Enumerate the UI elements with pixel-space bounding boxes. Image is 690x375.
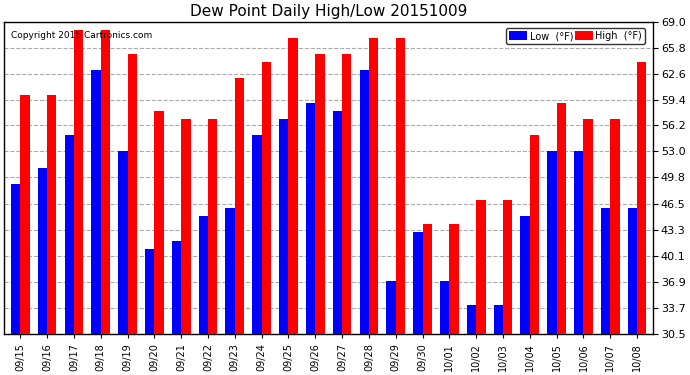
Legend: Low  (°F), High  (°F): Low (°F), High (°F): [506, 28, 645, 44]
Bar: [574, 152, 584, 334]
Bar: [440, 281, 449, 334]
Bar: [637, 62, 647, 334]
Bar: [547, 152, 557, 334]
Bar: [172, 241, 181, 334]
Bar: [145, 249, 155, 334]
Bar: [20, 94, 30, 334]
Bar: [64, 135, 74, 334]
Bar: [386, 281, 396, 334]
Bar: [181, 119, 190, 334]
Bar: [413, 232, 422, 334]
Bar: [288, 38, 298, 334]
Bar: [101, 30, 110, 334]
Bar: [584, 119, 593, 334]
Bar: [11, 184, 20, 334]
Bar: [422, 224, 432, 334]
Bar: [38, 168, 47, 334]
Bar: [493, 305, 503, 334]
Bar: [226, 208, 235, 334]
Title: Dew Point Daily High/Low 20151009: Dew Point Daily High/Low 20151009: [190, 4, 467, 19]
Bar: [208, 119, 217, 334]
Bar: [315, 54, 325, 334]
Bar: [128, 54, 137, 334]
Bar: [253, 135, 262, 334]
Bar: [610, 119, 620, 334]
Bar: [118, 152, 128, 334]
Bar: [557, 103, 566, 334]
Bar: [628, 208, 637, 334]
Bar: [476, 200, 486, 334]
Bar: [503, 200, 513, 334]
Bar: [333, 111, 342, 334]
Bar: [279, 119, 288, 334]
Text: Copyright 2015 Cartronics.com: Copyright 2015 Cartronics.com: [10, 31, 152, 40]
Bar: [520, 216, 530, 334]
Bar: [74, 30, 83, 334]
Bar: [235, 78, 244, 334]
Bar: [91, 70, 101, 334]
Bar: [155, 111, 164, 334]
Bar: [342, 54, 351, 334]
Bar: [369, 38, 378, 334]
Bar: [199, 216, 208, 334]
Bar: [601, 208, 610, 334]
Bar: [396, 38, 405, 334]
Bar: [262, 62, 271, 334]
Bar: [306, 103, 315, 334]
Bar: [47, 94, 57, 334]
Bar: [530, 135, 539, 334]
Bar: [467, 305, 476, 334]
Bar: [449, 224, 459, 334]
Bar: [359, 70, 369, 334]
